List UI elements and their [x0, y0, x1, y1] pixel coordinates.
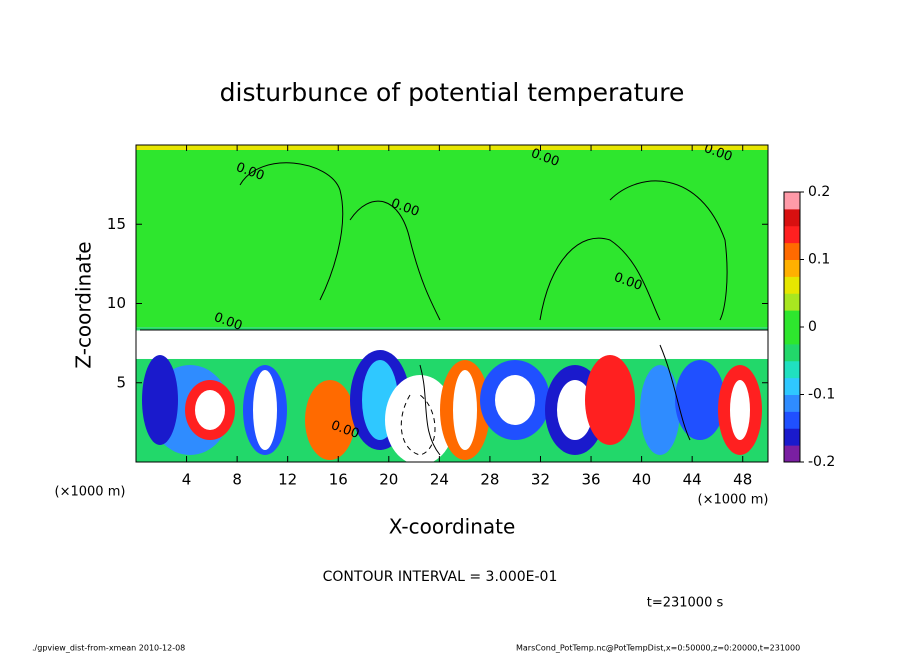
contour-line — [419, 364, 441, 456]
x-tick-label: 12 — [278, 471, 297, 489]
x-tick-label: 32 — [531, 471, 550, 489]
colorbar-cell — [784, 208, 800, 227]
field-blob — [385, 375, 455, 462]
field-blob — [253, 370, 277, 450]
x-tick-label: 44 — [683, 471, 702, 489]
colorbar-tick-label: 0 — [808, 319, 817, 335]
field-blob — [585, 355, 635, 445]
field-blob — [730, 380, 750, 440]
contour-dashed — [400, 394, 436, 456]
y-tick-label: 15 — [107, 215, 126, 233]
colorbar-cell — [784, 310, 800, 328]
contour-line — [239, 162, 344, 301]
field-blob — [305, 380, 355, 460]
colorbar-cell — [784, 242, 800, 260]
field-blob — [675, 360, 725, 440]
x-tick-label: 28 — [480, 471, 499, 489]
x-unit: (×1000 m) — [698, 493, 769, 508]
x-tick-label: 20 — [379, 471, 398, 489]
colorbar-cell — [784, 394, 800, 412]
colorbar-cell — [784, 259, 800, 277]
field-band — [136, 330, 768, 359]
colorbar-tick-label: -0.1 — [808, 387, 835, 403]
contour-line — [609, 180, 728, 321]
field-blob — [557, 380, 593, 440]
colorbar-cell — [784, 411, 800, 429]
footer-left: ./gpview_dist-from-xmean 2010-12-08 — [32, 644, 185, 653]
colorbar-cell — [784, 192, 800, 210]
colorbar-cell — [784, 327, 800, 345]
x-tick-label: 48 — [733, 471, 752, 489]
chart-title: disturbunce of potential temperature — [220, 78, 685, 107]
field-top-strip — [136, 145, 768, 150]
x-tick-label: 8 — [232, 471, 242, 489]
x-tick-label: 4 — [182, 471, 192, 489]
y-unit: (×1000 m) — [55, 485, 126, 500]
field-blob — [453, 370, 477, 450]
colorbar-tick-label: 0.1 — [808, 252, 830, 268]
x-tick-label: 24 — [430, 471, 449, 489]
contour-line — [349, 200, 441, 321]
field-upper — [136, 145, 768, 328]
colorbar-cell — [784, 225, 800, 244]
y-axis-label: Z-coordinate — [72, 241, 96, 368]
colorbar-tick-label: 0.2 — [808, 184, 830, 200]
colorbar-cell — [784, 293, 800, 311]
field-blob — [142, 355, 178, 445]
colorbar-cell — [784, 360, 800, 379]
field-blob — [640, 365, 680, 455]
contour-line — [539, 237, 661, 321]
colorbar-cell — [784, 377, 800, 395]
y-tick-label: 10 — [107, 294, 126, 312]
contour-line — [659, 344, 691, 441]
field-blob — [195, 390, 225, 430]
x-tick-label: 16 — [329, 471, 348, 489]
x-tick-label: 36 — [581, 471, 600, 489]
x-tick-label: 40 — [632, 471, 651, 489]
y-tick-label: 5 — [116, 373, 126, 391]
footer-right: MarsCond_PotTemp.nc@PotTempDist,x=0:5000… — [516, 644, 800, 653]
colorbar-cell — [784, 276, 800, 294]
colorbar-cell — [784, 445, 800, 463]
colorbar-cell — [784, 428, 800, 446]
time-label: t=231000 s — [647, 596, 724, 611]
contour-interval: CONTOUR INTERVAL = 3.000E-01 — [323, 569, 558, 585]
colorbar-tick-label: -0.2 — [808, 454, 835, 470]
colorbar-cell — [784, 343, 800, 362]
field-blob — [495, 375, 535, 425]
field: 0.000.00 0.000.000.000.000.00 — [136, 145, 768, 462]
x-axis-label: X-coordinate — [389, 515, 516, 539]
